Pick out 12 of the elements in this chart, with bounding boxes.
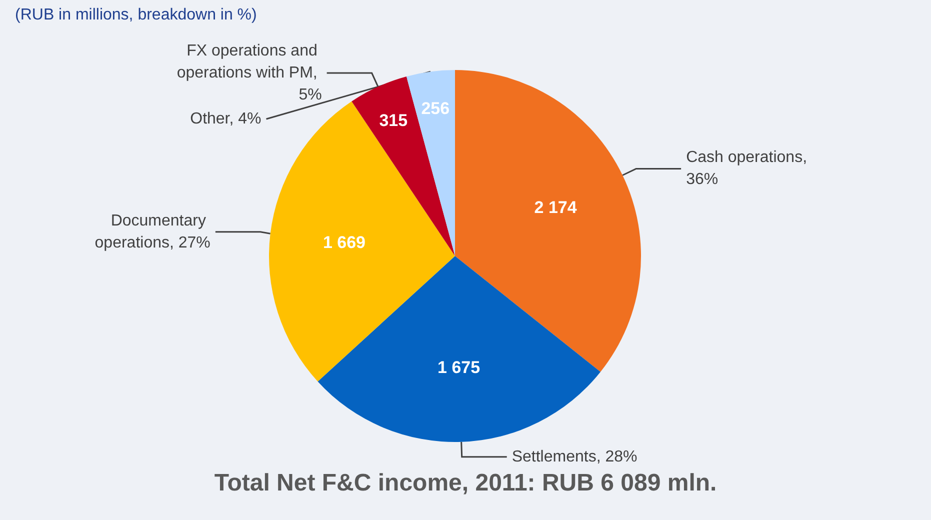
data-label: 315: [379, 111, 408, 130]
slice-label: Settlements, 28%: [512, 448, 638, 466]
slice-label: Documentary operations, 27%: [94, 212, 210, 252]
slice-label: Cash operations, 36%: [686, 149, 812, 188]
data-label: 256: [421, 98, 450, 118]
text: Total Net F&C income, 2011: RUB 6 089 mln.: [214, 470, 717, 496]
data-label: 1 669: [322, 233, 366, 252]
data-label: 2 174: [534, 198, 578, 218]
data-label: 1 675: [438, 358, 480, 378]
slice-label: FX operations and operations with PM, 5%: [176, 42, 322, 104]
slice-label: Other, 4%: [190, 110, 262, 128]
chart-subtitle: (RUB in millions, breakdown in %): [15, 6, 257, 24]
